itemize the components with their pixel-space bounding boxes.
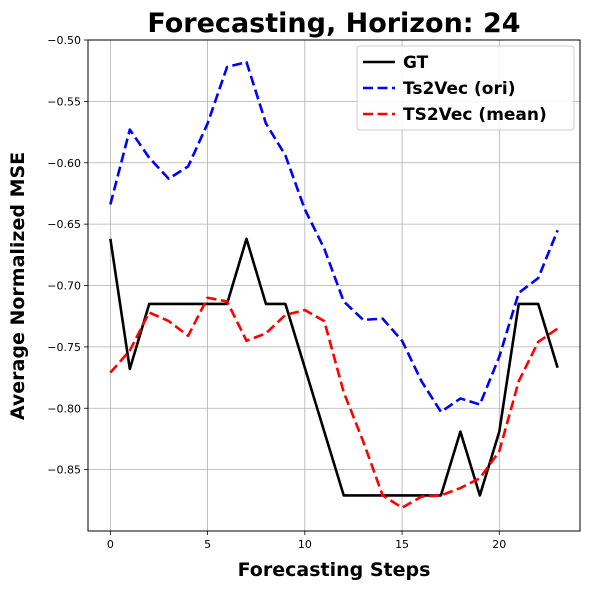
series-lines xyxy=(109,60,559,509)
x-axis-label: Forecasting Steps xyxy=(238,559,431,581)
y-tick-label: −0.70 xyxy=(47,280,81,293)
y-axis-ticks: −0.85 −0.80 −0.75 −0.70 −0.65 −0.60 −0.55 −0.50 xyxy=(47,34,88,477)
legend-label: GT xyxy=(403,53,429,73)
legend-label: TS2Vec (mean) xyxy=(403,105,547,125)
y-tick-label: −0.85 xyxy=(47,464,81,477)
y-tick-label: −0.65 xyxy=(47,218,81,231)
series-line-1 xyxy=(109,60,559,414)
y-axis-label: Average Normalized MSE xyxy=(7,152,29,420)
y-tick-label: −0.75 xyxy=(47,341,81,354)
y-tick-label: −0.50 xyxy=(47,34,81,47)
x-tick-label: 0 xyxy=(107,538,114,551)
x-axis-ticks: 0 5 10 15 20 xyxy=(107,531,506,551)
x-tick-label: 20 xyxy=(492,538,506,551)
legend-label: Ts2Vec (ori) xyxy=(403,79,515,99)
x-tick-label: 5 xyxy=(204,538,211,551)
x-tick-label: 10 xyxy=(298,538,312,551)
y-tick-label: −0.55 xyxy=(47,95,81,108)
chart-title: Forecasting, Horizon: 24 xyxy=(147,8,520,39)
legend: GT Ts2Vec (ori) TS2Vec (mean) xyxy=(356,45,575,131)
x-tick-label: 15 xyxy=(395,538,409,551)
y-tick-label: −0.60 xyxy=(47,157,81,170)
series-line-2 xyxy=(109,296,559,509)
legend-box xyxy=(356,45,575,131)
y-tick-label: −0.80 xyxy=(47,402,81,415)
series-line-0 xyxy=(109,237,559,497)
